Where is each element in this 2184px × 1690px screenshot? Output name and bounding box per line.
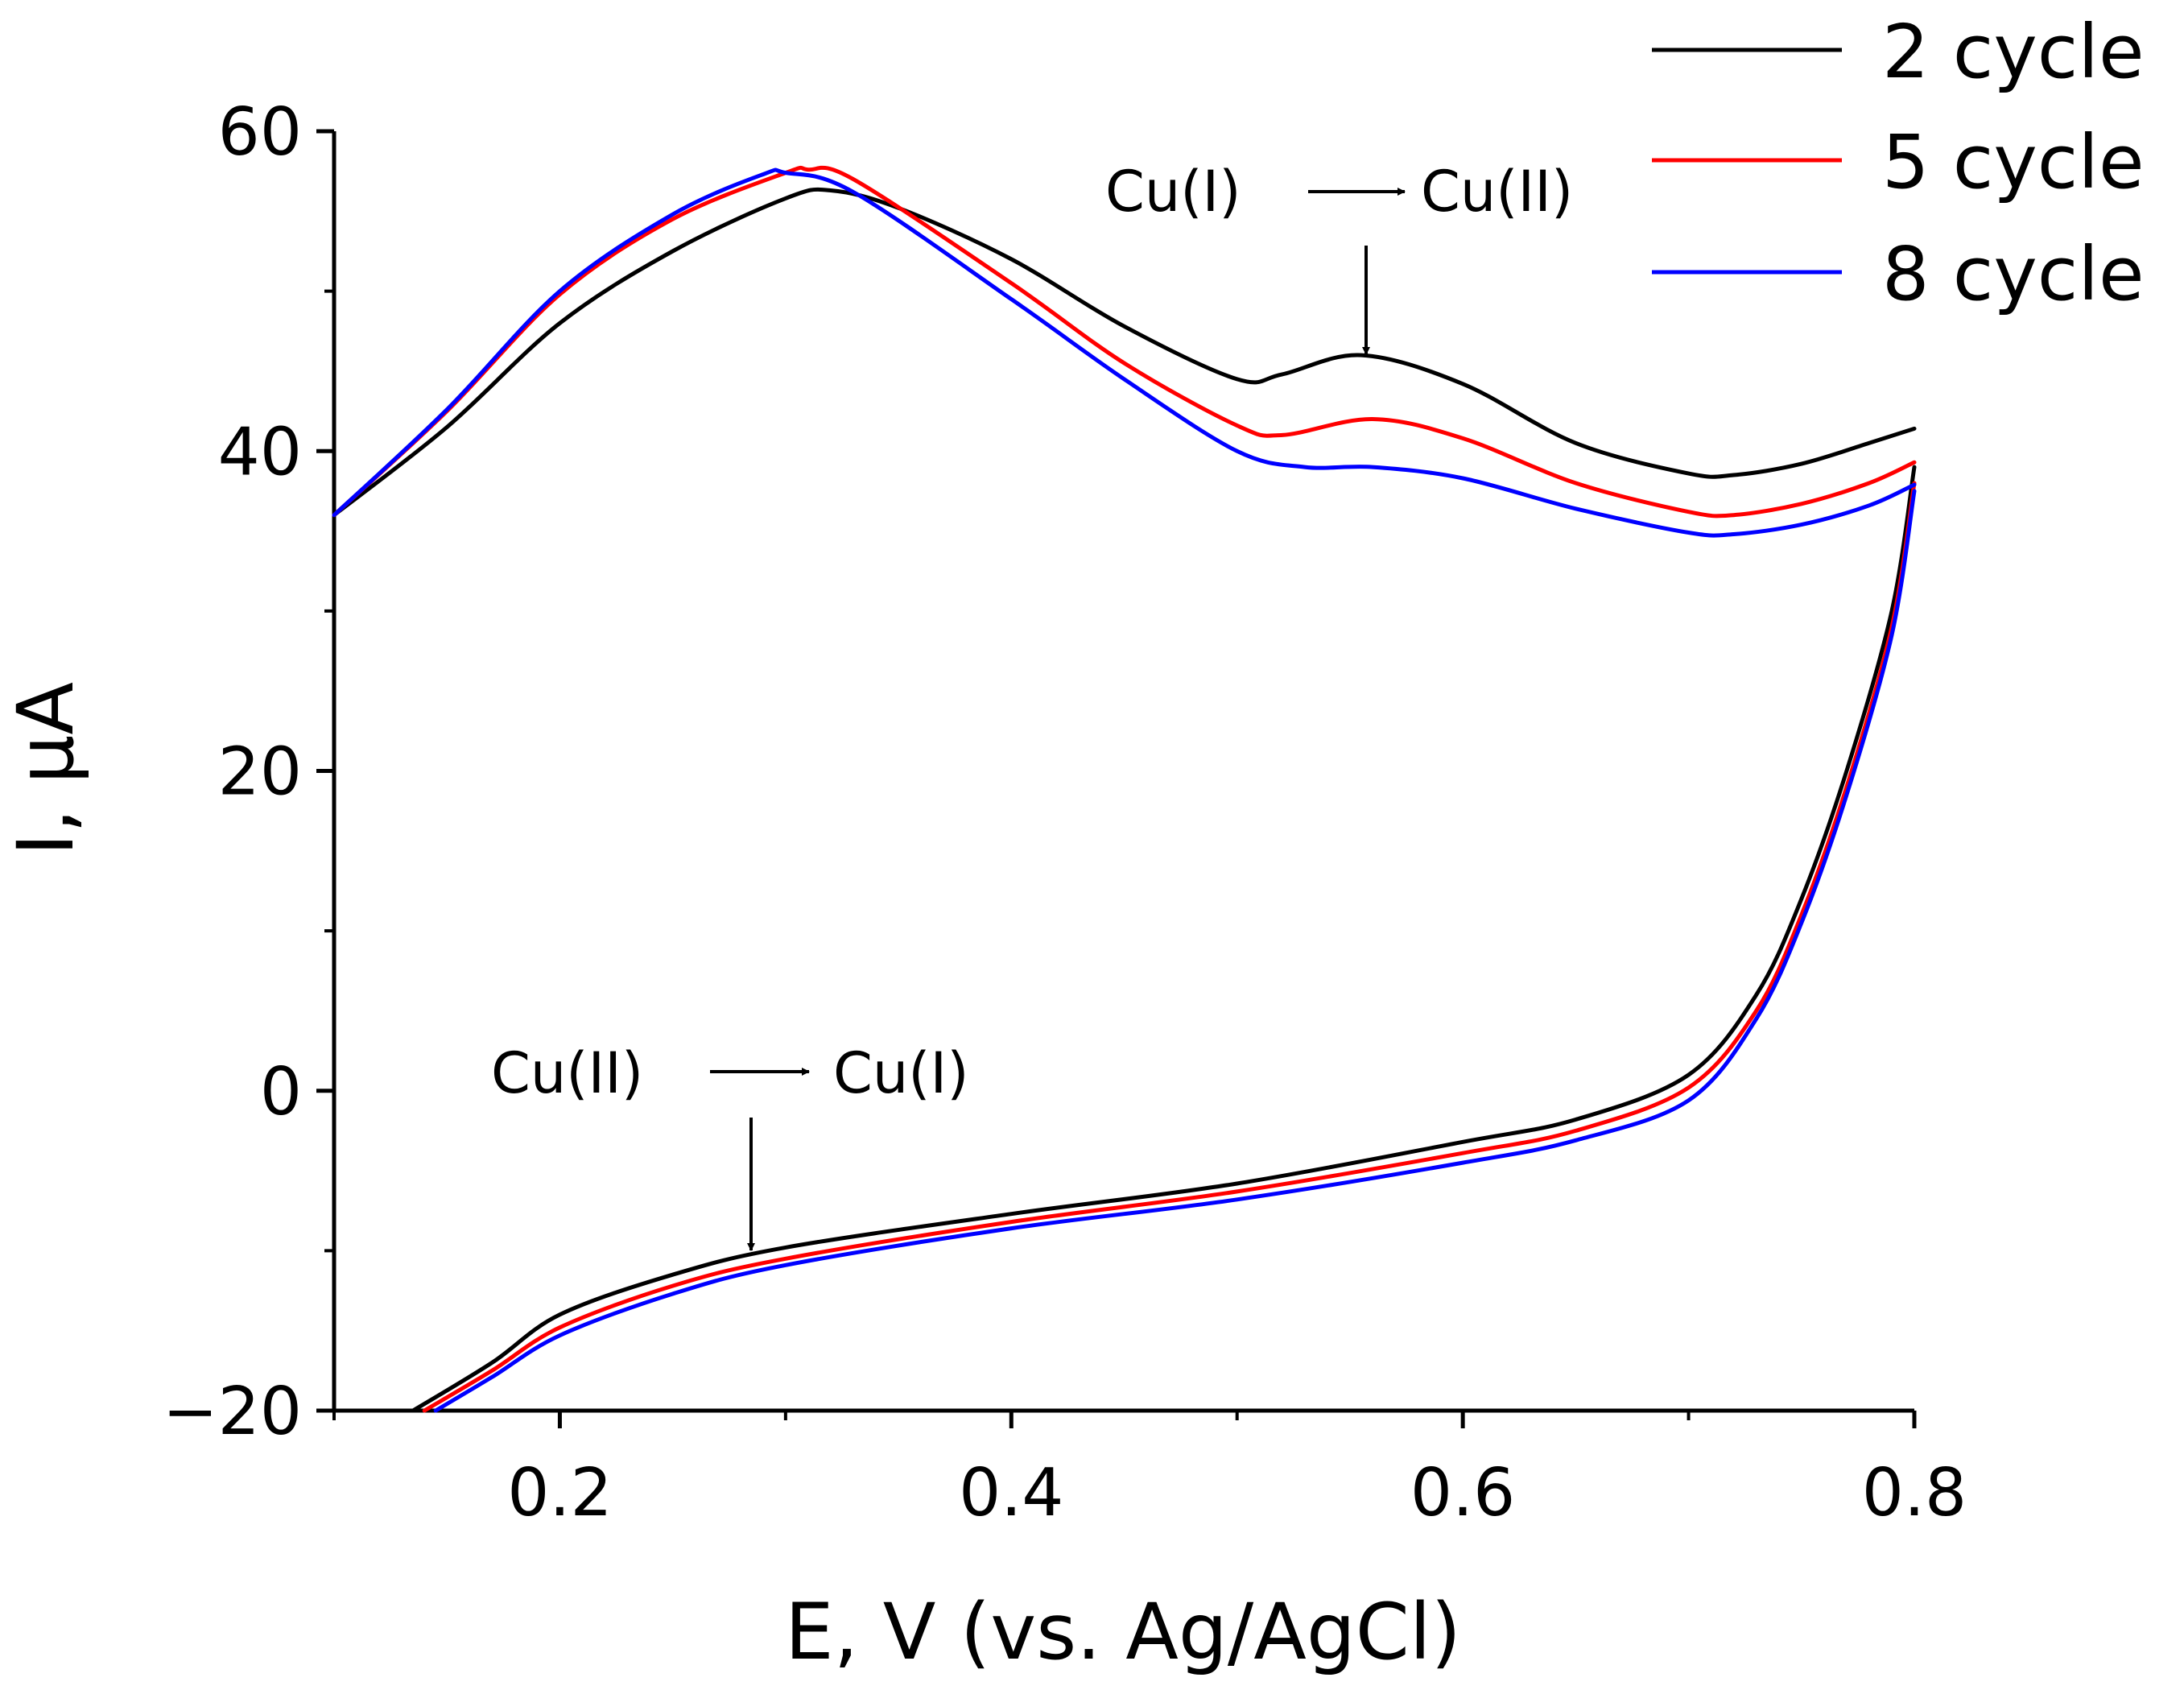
- legend-label-5-cycle: 5 cycle: [1882, 119, 2145, 205]
- annotation-oxidation-from: Cu(I): [1105, 159, 1241, 225]
- y-axis-ticks: −20 0 20 40 60: [163, 94, 334, 1450]
- series-2-cycle-anodic-line: [332, 187, 1917, 518]
- annotation-oxidation-to: Cu(II): [1421, 159, 1573, 225]
- annotation-oxidation: Cu(I) Cu(II): [1105, 159, 1573, 355]
- y-tick-label: 40: [218, 414, 302, 490]
- series-2-cycle-cathodic-line: [411, 465, 1917, 1413]
- series-8-cycle-anodic-line: [332, 167, 1917, 538]
- y-tick-label: 60: [218, 94, 302, 171]
- series-layer: [332, 165, 1917, 1413]
- series-8-cycle-cathodic-line: [433, 489, 1917, 1413]
- x-tick-label: 0.8: [1862, 1455, 1967, 1531]
- x-tick-label: 0.2: [507, 1455, 612, 1531]
- series-5-cycle-anodic-line: [332, 165, 1917, 519]
- annotation-reduction: Cu(II) Cu(I): [491, 1040, 969, 1251]
- plot-frame: [332, 131, 1914, 1413]
- y-axis-title: I, μA: [1, 682, 91, 856]
- x-tick-label: 0.4: [959, 1455, 1063, 1531]
- annotation-reduction-to: Cu(I): [833, 1040, 969, 1106]
- y-tick-label: 0: [260, 1054, 302, 1130]
- series-5-cycle-cathodic-line: [422, 481, 1917, 1413]
- x-axis-ticks: 0.2 0.4 0.6 0.8: [332, 1411, 1967, 1531]
- y-tick-label: 20: [218, 734, 302, 811]
- x-axis-title: E, V (vs. Ag/AgCl): [785, 1587, 1461, 1677]
- x-tick-label: 0.6: [1410, 1455, 1515, 1531]
- legend-label-8-cycle: 8 cycle: [1882, 231, 2145, 317]
- y-tick-label: −20: [163, 1374, 302, 1450]
- legend: 2 cycle 5 cycle 8 cycle: [1652, 9, 2145, 317]
- annotation-reduction-from: Cu(II): [491, 1040, 643, 1106]
- legend-label-2-cycle: 2 cycle: [1882, 9, 2145, 95]
